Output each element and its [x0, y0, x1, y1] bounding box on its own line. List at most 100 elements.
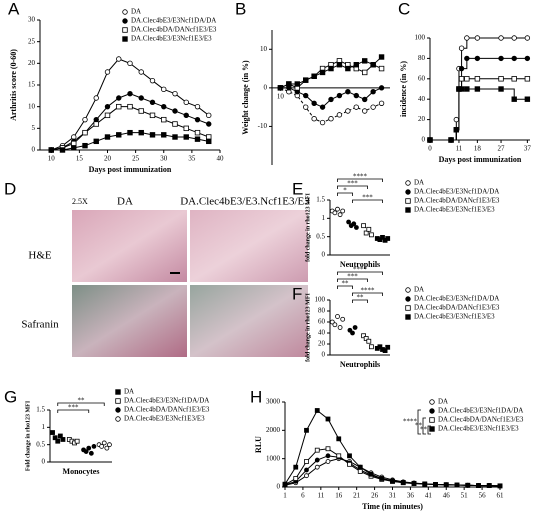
marker: [361, 333, 367, 339]
legend-marker: [122, 18, 128, 24]
marker: [282, 481, 288, 487]
bracket: [352, 299, 368, 303]
legend-marker: [405, 287, 411, 293]
marker: [59, 147, 66, 153]
marker: [511, 96, 517, 102]
marker: [149, 77, 156, 84]
marker: [433, 482, 438, 487]
x-tick-label: 37: [524, 145, 532, 153]
legend-label: DA.Clec4bE3/E3Ncf1E3/E3: [414, 313, 495, 321]
legend-marker: [405, 180, 411, 186]
y-tick-label: 25: [28, 37, 36, 45]
marker: [336, 436, 342, 442]
marker: [314, 457, 320, 463]
marker: [385, 236, 391, 241]
x-tick-label: 41: [425, 492, 433, 500]
marker: [337, 325, 343, 330]
marker: [368, 344, 374, 350]
marker: [511, 55, 517, 62]
x-tick-label: 16: [335, 492, 343, 500]
marker: [347, 461, 352, 467]
marker: [161, 103, 167, 110]
x-tick-label: 61: [497, 492, 505, 500]
x-tick-label: 35: [188, 155, 196, 163]
x-tick-label: 46: [443, 492, 451, 500]
marker: [71, 145, 77, 151]
marker: [194, 136, 201, 142]
marker: [303, 92, 309, 99]
legend-label: DA.Clec4bE3/E3Ncf1DA/DA: [414, 295, 499, 303]
marker: [82, 129, 88, 136]
legend-marker: [429, 408, 435, 414]
y-tick-label: -10: [258, 122, 268, 130]
marker: [328, 96, 334, 103]
y-tick-label: 40: [418, 95, 426, 103]
marker: [464, 35, 470, 41]
legend-label: DA.Clec4bE3/E3Ncf1E3/E3: [131, 35, 212, 43]
legend-marker: [115, 398, 121, 404]
marker: [104, 112, 111, 119]
marker: [345, 89, 351, 95]
marker: [161, 132, 167, 138]
legend-label: DA: [414, 179, 424, 187]
y-tick-label: 0.5: [316, 232, 325, 240]
panel-label: D: [4, 179, 16, 198]
x-axis-label: Monocytes: [63, 467, 100, 476]
y-axis-label: Fold change in rho123 MFI: [25, 400, 31, 471]
marker: [351, 221, 357, 227]
panel-label: E: [292, 179, 303, 198]
marker: [161, 116, 167, 123]
marker: [104, 445, 110, 451]
marker: [50, 430, 55, 435]
x-tick-label: 26: [371, 492, 379, 500]
x-axis-label: Neutrophils: [340, 360, 380, 369]
y-tick-label: 30: [28, 16, 36, 24]
marker: [378, 54, 385, 60]
marker: [465, 482, 471, 488]
significance: **: [357, 294, 365, 302]
y-tick-label: 100: [415, 34, 426, 42]
marker: [366, 226, 372, 232]
marker: [74, 438, 80, 444]
marker: [294, 81, 300, 87]
marker: [353, 62, 359, 68]
marker: [116, 95, 122, 101]
legend-marker: [405, 305, 411, 311]
marker: [86, 445, 92, 451]
marker: [149, 132, 156, 138]
marker: [443, 482, 449, 488]
marker: [380, 234, 385, 240]
x-axis-label: Days post immunization: [439, 155, 522, 164]
legend-marker: [115, 416, 121, 422]
marker: [206, 134, 212, 140]
marker: [353, 104, 359, 110]
marker: [149, 99, 156, 106]
marker: [194, 116, 201, 123]
marker: [311, 73, 317, 79]
y-tick-label: 0: [422, 136, 426, 144]
marker: [304, 459, 309, 464]
legend-marker: [429, 417, 435, 423]
legend-marker: [405, 198, 411, 204]
marker: [101, 440, 107, 446]
marker: [325, 459, 331, 464]
bracket: [57, 402, 105, 406]
marker: [116, 56, 122, 62]
marker: [400, 480, 406, 486]
marker: [314, 408, 320, 413]
marker: [353, 225, 359, 230]
marker: [370, 89, 376, 95]
marker: [474, 55, 481, 62]
marker: [378, 85, 385, 91]
panel-label: H: [250, 387, 262, 406]
marker: [149, 112, 156, 119]
x-tick-label: 10: [277, 92, 285, 100]
y-axis-label: RLU: [254, 436, 263, 453]
marker: [464, 86, 470, 92]
image: [72, 285, 187, 357]
marker: [458, 86, 465, 92]
y-axis-label: fold change in rho123 MFI: [305, 193, 311, 262]
x-tick-label: 1: [283, 492, 287, 500]
legend-label: DA.Clec4bDA/DANcf1E3/E3: [414, 304, 500, 312]
marker: [93, 116, 99, 123]
